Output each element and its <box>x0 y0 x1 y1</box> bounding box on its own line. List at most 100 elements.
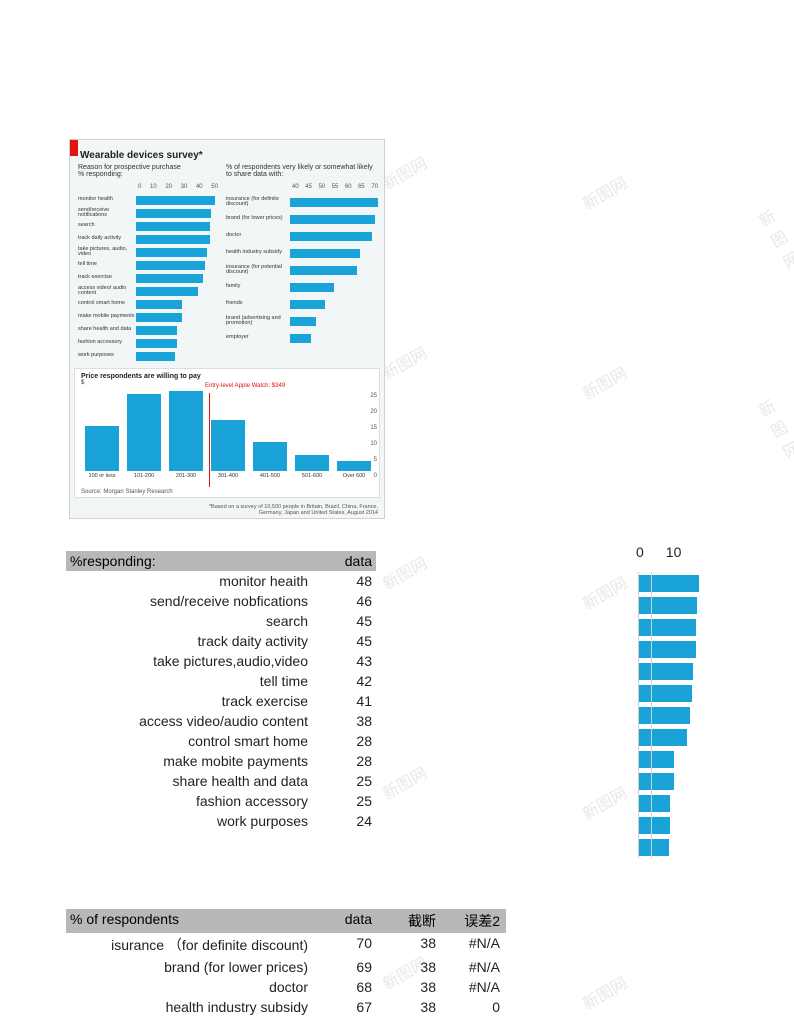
hbar-row: access video/ audio content <box>78 285 218 297</box>
y-tick: 15 <box>370 425 377 431</box>
table-cell: 38 <box>376 977 440 997</box>
table-row: health industry subsidy67380 <box>66 997 506 1017</box>
hbar-row: tell time <box>78 259 218 271</box>
table-row: fashion accessory25 <box>66 791 376 811</box>
hbar-bar <box>290 266 357 275</box>
hbar-bar <box>136 196 215 205</box>
column-label: 101-200 <box>134 473 154 479</box>
side-bar-row <box>630 682 790 704</box>
table-cell: 25 <box>312 771 376 791</box>
side-bar <box>638 575 699 592</box>
hbar-bar <box>136 209 211 218</box>
side-bar-row <box>630 770 790 792</box>
hbar-bar <box>136 261 205 270</box>
column-bar <box>85 426 119 471</box>
side-bar <box>638 597 697 614</box>
table-cell: 0 <box>440 997 504 1017</box>
table-cell: search <box>66 611 312 631</box>
column-label: 301-400 <box>218 473 238 479</box>
table-cell: 67 <box>312 997 376 1017</box>
hbar-row: track exercise <box>78 272 218 284</box>
watermark: 新图网 <box>577 360 631 405</box>
watermark: 新图网 <box>754 389 794 463</box>
side-bar-row <box>630 836 790 858</box>
y-tick: 5 <box>374 457 377 463</box>
table-cell: 38 <box>376 997 440 1017</box>
hbar-bar <box>290 249 360 258</box>
column-label: 501-600 <box>302 473 322 479</box>
column: Over 600 <box>337 461 371 479</box>
hbar-label: health industry subsidy <box>226 250 290 256</box>
side-gridline-10 <box>651 572 652 858</box>
survey-footnote: *Based on a survey of 10,500 people in B… <box>198 504 378 516</box>
table-cell: share health and data <box>66 771 312 791</box>
hbar-bar <box>290 317 316 326</box>
table-cell: 68 <box>312 977 376 997</box>
hbar-bar <box>290 300 325 309</box>
table2-h2: data <box>312 909 376 933</box>
table-row: search45 <box>66 611 376 631</box>
side-bar-chart: 010 <box>630 544 790 858</box>
table-cell: make mobite payments <box>66 751 312 771</box>
hbar-row: doctor <box>226 228 380 244</box>
hbar-row: brand (advertising and promotion) <box>226 313 380 329</box>
column: 100 or less <box>85 426 119 479</box>
table-cell: control smart home <box>66 731 312 751</box>
column: 301-400 <box>211 420 245 479</box>
axis-tick: 60 <box>345 184 352 190</box>
hbar-label: monitor health <box>78 197 136 203</box>
table-cell: 70 <box>312 933 376 957</box>
side-bar <box>638 619 696 636</box>
table-cell: send/receive nobfications <box>66 591 312 611</box>
watermark: 新图网 <box>377 150 431 195</box>
table-cell: doctor <box>66 977 312 997</box>
side-bar-row <box>630 616 790 638</box>
hbar-label: fashion accessory <box>78 340 136 346</box>
column-label: 201-300 <box>176 473 196 479</box>
infographic-title: Wearable devices survey* <box>80 150 203 161</box>
side-bar <box>638 641 696 658</box>
hbar-bar <box>136 352 175 361</box>
column-label: 401-500 <box>260 473 280 479</box>
hbar-bar <box>290 283 334 292</box>
side-bar <box>638 729 687 746</box>
table2-header: % of respondents data 截断 误差2 <box>66 909 506 933</box>
hbar-row: search <box>78 220 218 232</box>
hbar-bar <box>136 235 210 244</box>
hbar-row: make mobile payments <box>78 311 218 323</box>
side-bar-row <box>630 660 790 682</box>
column-bar <box>127 394 161 471</box>
hbar-row: insurance (for definite discount) <box>226 194 380 210</box>
table-cell: 28 <box>312 751 376 771</box>
watermark: 新图网 <box>577 570 631 615</box>
table1-header: %responding: data <box>66 551 376 571</box>
right-axis: 40455055606570 <box>292 184 378 190</box>
table-cell: track exercise <box>66 691 312 711</box>
table-row: track exercise41 <box>66 691 376 711</box>
hbar-label: control smart home <box>78 301 136 307</box>
table-row: work purposes24 <box>66 811 376 831</box>
bottom-chart-title: Price respondents are willing to pay <box>81 373 379 380</box>
hbar-bar <box>136 313 182 322</box>
hbar-label: brand (for lower prices) <box>226 216 290 222</box>
hbar-row: health industry subsidy <box>226 245 380 261</box>
side-bar-row <box>630 792 790 814</box>
axis-tick: 30 <box>181 184 188 190</box>
axis-tick: 20 <box>165 184 172 190</box>
table-cell: tell time <box>66 671 312 691</box>
side-bar-row <box>630 594 790 616</box>
table2-h1: % of respondents <box>66 909 312 933</box>
table-cell: 38 <box>376 957 440 977</box>
table2-h4: 误差2 <box>440 909 504 933</box>
table1-body: monitor heaith48send/receive nobfication… <box>66 571 376 831</box>
table-cell: 69 <box>312 957 376 977</box>
table2-body: isurance （for definite discount)7038#N/A… <box>66 933 506 1017</box>
table-cell: 48 <box>312 571 376 591</box>
hbar-label: family <box>226 284 290 290</box>
axis-tick: 55 <box>332 184 339 190</box>
hbar-label: work purposes <box>78 353 136 359</box>
hbar-label: insurance (for potential discount) <box>226 265 290 276</box>
hbar-label: insurance (for definite discount) <box>226 197 290 208</box>
table-cell: #N/A <box>440 957 504 977</box>
left-chart-subtitle: Reason for prospective purchase % respon… <box>78 164 218 178</box>
